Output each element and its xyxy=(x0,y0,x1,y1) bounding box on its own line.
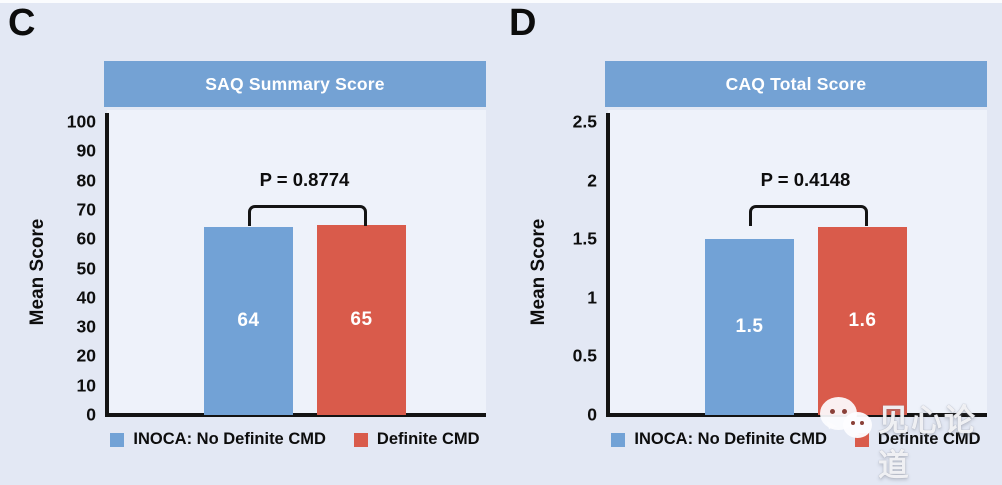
panel-letter: C xyxy=(8,2,36,44)
y-tick-label: 40 xyxy=(76,287,96,308)
watermark: 见心论道 xyxy=(816,392,1002,483)
y-tick-label: 30 xyxy=(76,316,96,337)
chart-title: SAQ Summary Score xyxy=(205,73,385,94)
legend-label: INOCA: No Definite CMD xyxy=(133,430,326,448)
panel-c: C SAQ Summary Score Mean Score 0 10 20 30 40… xyxy=(0,0,501,468)
comparison-bracket xyxy=(248,205,367,226)
bar-value-label: 1.6 xyxy=(848,310,877,332)
legend-swatch-blue xyxy=(110,432,125,447)
y-tick-label: 0 xyxy=(587,404,597,425)
y-axis-ticks: 0 0.5 1 1.5 2 2.5 xyxy=(529,0,597,468)
bar-inoca-no-definite-cmd: 1.5 xyxy=(705,239,794,415)
y-tick-label: 1.5 xyxy=(572,228,597,249)
bar-definite-cmd: 1.6 xyxy=(818,227,907,415)
bar-value-label: 65 xyxy=(350,308,373,330)
panel-letter: D xyxy=(509,2,537,44)
bar-inoca-no-definite-cmd: 64 xyxy=(204,227,293,415)
p-value-label: P = 0.8774 xyxy=(259,169,350,190)
legend-label: INOCA: No Definite CMD xyxy=(634,430,827,448)
p-value-label: P = 0.4148 xyxy=(760,169,851,190)
top-edge-strip xyxy=(0,0,1002,3)
y-tick-label: 2 xyxy=(587,170,597,191)
y-tick-label: 1 xyxy=(587,287,597,308)
y-axis-line xyxy=(105,113,109,417)
bar-value-label: 64 xyxy=(237,310,260,332)
wechat-bubble-small xyxy=(843,412,872,438)
y-axis-ticks: 0 10 20 30 40 50 60 70 80 90 100 xyxy=(28,0,96,468)
bar-definite-cmd: 65 xyxy=(317,224,406,415)
chart-title-bar: CAQ Total Score xyxy=(605,61,987,107)
legend: INOCA: No Definite CMD Definite CMD xyxy=(100,430,490,449)
y-tick-label: 70 xyxy=(76,199,96,220)
plot-area xyxy=(608,110,987,413)
panel-d: D CAQ Total Score Mean Score 0 0.5 1 1.5 2 2.… xyxy=(501,0,1002,468)
y-tick-label: 80 xyxy=(76,170,96,191)
watermark-text: 见心论道 xyxy=(878,403,977,483)
legend-label: Definite CMD xyxy=(877,430,981,448)
x-axis-line xyxy=(606,413,987,417)
y-tick-label: 10 xyxy=(76,375,96,396)
legend-item-inoca-no-definite-cmd: INOCA: No Definite CMD xyxy=(110,430,326,449)
y-tick-label: 90 xyxy=(76,140,96,161)
y-tick-label: 60 xyxy=(76,228,96,249)
y-tick-label: 0.5 xyxy=(572,345,597,366)
legend: INOCA: No Definite CMD Definite CMD xyxy=(601,430,991,449)
bar-value-label: 1.5 xyxy=(735,316,764,338)
y-tick-label: 50 xyxy=(76,258,96,278)
y-tick-label: 2.5 xyxy=(572,111,597,132)
y-tick-label: 20 xyxy=(76,345,96,366)
legend-swatch-blue xyxy=(611,432,626,447)
plot-area xyxy=(107,110,486,413)
y-tick-label: 0 xyxy=(86,404,96,425)
legend-item-definite-cmd: Definite CMD xyxy=(353,430,480,449)
legend-item-inoca-no-definite-cmd: INOCA: No Definite CMD xyxy=(611,430,827,449)
comparison-bracket xyxy=(749,205,868,226)
chart-title-bar: SAQ Summary Score xyxy=(104,61,486,107)
legend-swatch-red xyxy=(353,432,368,447)
chart-title: CAQ Total Score xyxy=(725,73,867,94)
legend-label: Definite CMD xyxy=(376,430,480,448)
x-axis-line xyxy=(105,413,486,417)
figure-canvas: { "page": { "background": "#e3e8f4", "pl… xyxy=(0,0,1002,468)
y-tick-label: 100 xyxy=(66,111,96,132)
y-axis-line xyxy=(606,113,610,417)
